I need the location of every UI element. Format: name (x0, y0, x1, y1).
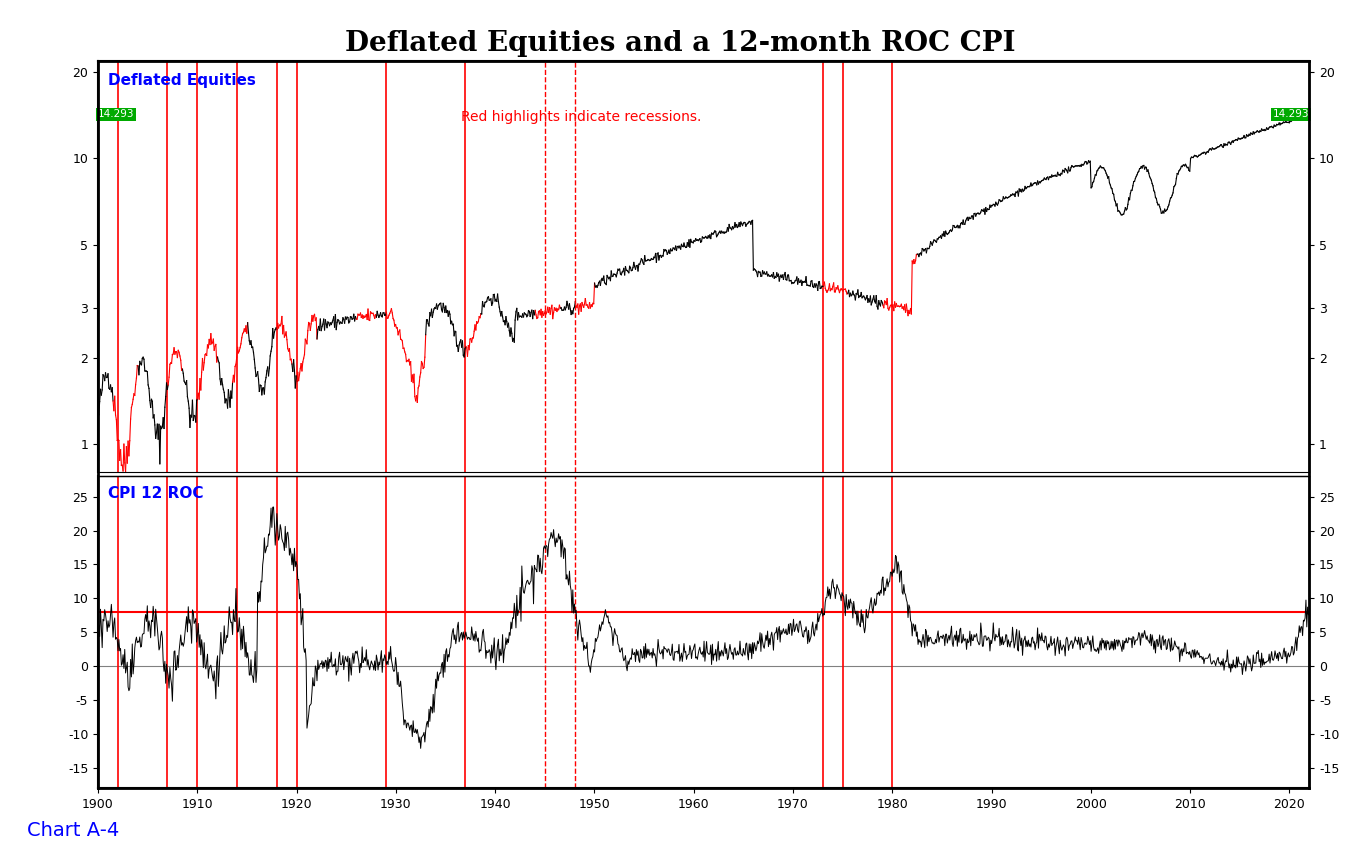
Text: 14.293: 14.293 (98, 109, 135, 120)
Text: Chart A-4: Chart A-4 (27, 821, 120, 840)
Text: CPI 12 ROC: CPI 12 ROC (108, 486, 203, 501)
Text: Red highlights indicate recessions.: Red highlights indicate recessions. (461, 110, 702, 124)
Text: Deflated Equities: Deflated Equities (108, 73, 256, 88)
Text: 14.293: 14.293 (1273, 109, 1309, 120)
Text: Deflated Equities and a 12-month ROC CPI: Deflated Equities and a 12-month ROC CPI (346, 30, 1015, 57)
